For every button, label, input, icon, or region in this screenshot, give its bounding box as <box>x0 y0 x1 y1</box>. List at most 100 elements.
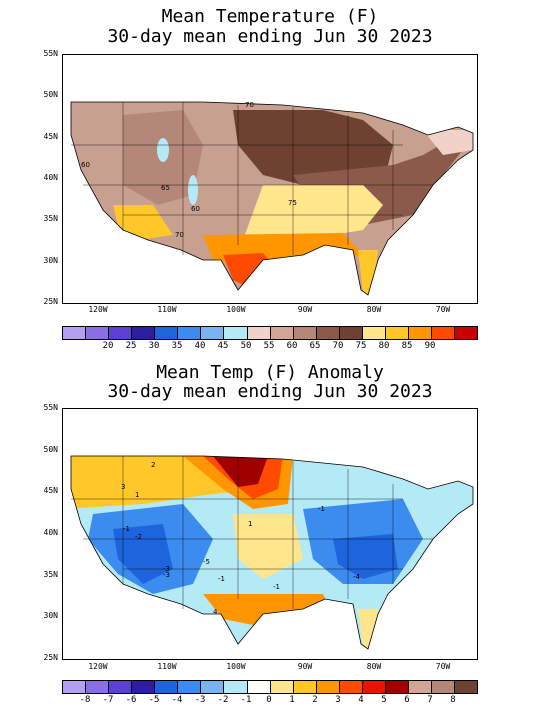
colorbar-label: -1 <box>240 695 252 705</box>
contour-label: 65 <box>161 184 170 192</box>
lon-label: 110W <box>157 305 177 314</box>
colorbar-swatch <box>178 681 202 693</box>
map1-colorbar <box>62 326 478 340</box>
colorbar-swatch <box>155 681 179 693</box>
lat-label: 25N <box>43 653 58 662</box>
lat-label: 50N <box>43 90 58 100</box>
colorbar-label: 7 <box>427 695 433 705</box>
map2-coastline <box>70 455 474 650</box>
colorbar-swatch <box>385 681 409 693</box>
colorbar-swatch <box>432 681 456 693</box>
colorbar-swatch <box>293 681 317 693</box>
lon-label: 80W <box>366 305 382 314</box>
contour-label: -4 <box>353 573 361 581</box>
colorbar-label: -5 <box>148 695 160 705</box>
lon-label: 120W <box>88 662 108 671</box>
lat-label: 35N <box>43 569 58 579</box>
colorbar-label: 80 <box>378 341 390 351</box>
contour-label: 2 <box>151 461 155 469</box>
colorbar-label: 70 <box>332 341 344 351</box>
colorbar-label: 60 <box>286 341 298 351</box>
colorbar-label: 85 <box>401 341 413 351</box>
map1-title-line2: 30-day mean ending Jun 30 2023 <box>107 26 433 47</box>
contour-label: -1 <box>123 525 130 533</box>
colorbar-label: 30 <box>148 341 160 351</box>
colorbar-label: 5 <box>381 695 387 705</box>
colorbar-label: -6 <box>125 695 137 705</box>
lat-label: 45N <box>43 486 58 496</box>
lon-label: 90W <box>297 305 313 314</box>
colorbar-label: -3 <box>194 695 206 705</box>
colorbar-swatch <box>362 681 386 693</box>
lat-label: 55N <box>43 49 58 58</box>
colorbar-label: 45 <box>217 341 229 351</box>
colorbar-swatch <box>63 681 87 693</box>
colorbar-label: 35 <box>171 341 183 351</box>
lon-label: 70W <box>435 305 451 314</box>
map1-cool-spot-1 <box>157 138 169 162</box>
contour-label: 4 <box>213 608 218 616</box>
map1-state-lines <box>71 102 433 255</box>
contour-label: 70 <box>175 231 184 239</box>
map2-region-plains <box>233 514 303 579</box>
lat-label: 30N <box>43 255 58 265</box>
lat-label: 55N <box>43 403 58 412</box>
colorbar-label: -4 <box>171 695 183 705</box>
map2-region-north-darkred <box>213 456 268 487</box>
contour-label: 60 <box>191 205 200 213</box>
lon-label: 80W <box>366 662 382 671</box>
colorbar-label: 0 <box>266 695 272 705</box>
colorbar-swatch <box>86 327 110 339</box>
contour-label: -1 <box>318 505 325 513</box>
colorbar-label: 55 <box>263 341 275 351</box>
contour-label: -1 <box>218 575 225 583</box>
colorbar-swatch <box>316 681 340 693</box>
lon-label: 120W <box>88 305 108 314</box>
map2-state-lines <box>71 456 433 609</box>
colorbar-label: 65 <box>309 341 321 351</box>
contour-label: 3 <box>121 483 125 491</box>
colorbar-swatch <box>293 327 317 339</box>
lat-label: 50N <box>43 444 58 454</box>
map2-svg: 2 3 1 -1 -3 -2 -3 -1 -5 1 -1 -4 4 -1 <box>70 455 474 650</box>
colorbar-label: -2 <box>217 695 229 705</box>
contour-label: 1 <box>135 491 139 499</box>
colorbar-label: 90 <box>424 341 436 351</box>
contour-label: 1 <box>248 520 252 528</box>
colorbar-swatch <box>270 681 294 693</box>
colorbar-swatch <box>270 327 294 339</box>
lat-label: 40N <box>43 173 58 182</box>
map1-svg: 70 60 65 60 75 70 <box>70 101 474 296</box>
map2-panel: 2 3 1 -1 -3 -2 -3 -1 -5 1 -1 -4 4 -1 <box>62 408 478 660</box>
map1-cool-spot-2 <box>188 175 198 205</box>
lat-label: 30N <box>43 611 58 621</box>
contour-label: -3 <box>163 571 170 579</box>
colorbar-swatch <box>432 327 456 339</box>
map2-region-east-colder <box>333 534 398 579</box>
colorbar-swatch <box>109 327 133 339</box>
map1-coastline <box>70 101 474 296</box>
colorbar-swatch <box>63 327 87 339</box>
map2-title-line1: Mean Temp (F) Anomaly <box>156 362 384 383</box>
contour-label: -2 <box>135 533 142 541</box>
colorbar-label: -8 <box>79 695 91 705</box>
lon-label: 100W <box>226 305 246 314</box>
colorbar-swatch <box>247 681 271 693</box>
colorbar-swatch <box>362 327 386 339</box>
contour-label: 70 <box>245 101 254 109</box>
colorbar-label: 75 <box>355 341 367 351</box>
colorbar-swatch <box>132 327 156 339</box>
colorbar-swatch <box>316 327 340 339</box>
colorbar-label: 2 <box>312 695 318 705</box>
lon-label: 90W <box>297 662 313 671</box>
contour-label: -1 <box>273 583 280 591</box>
map2-title-line2: 30-day mean ending Jun 30 2023 <box>107 381 433 402</box>
colorbar-swatch <box>385 327 409 339</box>
colorbar-swatch <box>408 327 432 339</box>
colorbar-swatch <box>201 681 225 693</box>
map2-colorbar <box>62 680 478 694</box>
colorbar-label: 50 <box>240 341 252 351</box>
colorbar-swatch <box>339 327 363 339</box>
colorbar-swatch <box>455 327 478 339</box>
colorbar-label: 4 <box>358 695 364 705</box>
